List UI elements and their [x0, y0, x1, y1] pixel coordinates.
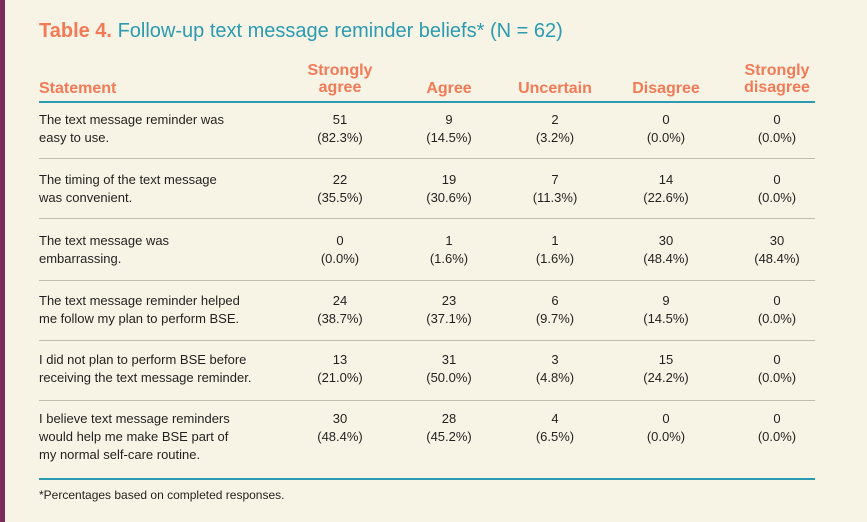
header-strongly-disagree-line2: disagree	[744, 79, 810, 96]
row-cell: 0 (0.0%)	[646, 112, 686, 145]
header-strongly-disagree-line1: Strongly	[744, 62, 810, 79]
row-cell: 14 (22.6%)	[643, 172, 689, 205]
header-strongly-agree-line2: agree	[318, 79, 362, 96]
row-statement: I did not plan to perform BSE before rec…	[39, 352, 252, 385]
row-statement: The timing of the text message was conve…	[39, 172, 217, 205]
row-cell: 0 (0.0%)	[320, 233, 360, 266]
table-title: Table 4. Follow-up text message reminder…	[39, 20, 563, 43]
row-cell: 0 (0.0%)	[757, 352, 797, 385]
header-strongly-agree-line1: Strongly	[307, 62, 373, 79]
row-cell: 0 (0.0%)	[757, 112, 797, 145]
row-cell: 28 (45.2%)	[426, 411, 472, 444]
header-disagree: Disagree	[632, 80, 700, 97]
table-label: Table 4.	[39, 20, 112, 42]
row-divider	[39, 158, 815, 159]
header-strongly-agree: Strongly agree	[290, 62, 390, 96]
row-statement: The text message reminder was easy to us…	[39, 112, 224, 145]
row-statement: I believe text message reminders would h…	[39, 411, 230, 462]
row-cell: 9 (14.5%)	[643, 293, 689, 326]
row-cell: 0 (0.0%)	[646, 411, 686, 444]
header-rule	[39, 101, 815, 103]
row-cell: 31 (50.0%)	[426, 352, 472, 385]
row-cell: 30 (48.4%)	[754, 233, 800, 266]
row-cell: 6 (9.7%)	[535, 293, 575, 326]
header-statement: Statement	[39, 80, 117, 97]
row-cell: 23 (37.1%)	[426, 293, 472, 326]
row-cell: 2 (3.2%)	[535, 112, 575, 145]
row-cell: 4 (6.5%)	[535, 411, 575, 444]
table-caption: Follow-up text message reminder beliefs*…	[117, 20, 563, 42]
row-cell: 24 (38.7%)	[317, 293, 363, 326]
row-cell: 30 (48.4%)	[643, 233, 689, 266]
row-divider	[39, 218, 815, 219]
row-cell: 22 (35.5%)	[317, 172, 363, 205]
row-cell: 30 (48.4%)	[317, 411, 363, 444]
row-cell: 0 (0.0%)	[757, 172, 797, 205]
table-footnote: *Percentages based on completed response…	[39, 488, 285, 502]
row-cell: 51 (82.3%)	[317, 112, 363, 145]
row-statement: The text message was embarrassing.	[39, 233, 170, 266]
row-divider	[39, 400, 815, 401]
row-cell: 9 (14.5%)	[426, 112, 472, 145]
row-cell: 0 (0.0%)	[757, 293, 797, 326]
row-cell: 1 (1.6%)	[429, 233, 469, 266]
row-cell: 19 (30.6%)	[426, 172, 472, 205]
row-cell: 15 (24.2%)	[643, 352, 689, 385]
header-strongly-disagree: Strongly disagree	[727, 62, 827, 96]
row-statement: The text message reminder helped me foll…	[39, 293, 240, 326]
header-agree: Agree	[426, 80, 472, 97]
row-cell: 1 (1.6%)	[535, 233, 575, 266]
header-uncertain: Uncertain	[518, 80, 592, 97]
row-cell: 3 (4.8%)	[535, 352, 575, 385]
row-divider	[39, 340, 815, 341]
row-divider	[39, 280, 815, 281]
table-bottom-rule	[39, 478, 815, 480]
row-cell: 7 (11.3%)	[532, 172, 578, 205]
row-cell: 0 (0.0%)	[757, 411, 797, 444]
row-cell: 13 (21.0%)	[317, 352, 363, 385]
